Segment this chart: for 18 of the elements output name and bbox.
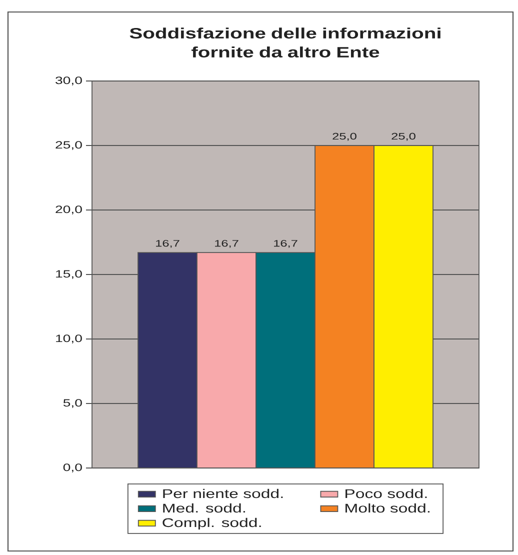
y-tick-label: 10,0 <box>56 334 82 344</box>
legend-label: Molto sodd. <box>346 503 430 513</box>
legend-label: Poco sodd. <box>346 488 427 498</box>
y-tick-label: 25,0 <box>56 141 82 150</box>
legend-label: Compl. sodd. <box>162 518 261 530</box>
y-tick-label: 0,0 <box>63 464 82 472</box>
legend-label: Per niente sodd. <box>163 488 283 498</box>
legend-label: Med. sodd. <box>163 503 246 513</box>
chart-title: Soddisfazione delle informazioni fornite da altro Ente <box>130 28 440 58</box>
data-label: 25,0 <box>332 132 356 141</box>
y-tick-label: 30,0 <box>56 76 82 86</box>
y-tick-label: 15,0 <box>56 270 82 279</box>
data-label: 16,7 <box>215 240 238 248</box>
data-label: 16,7 <box>274 240 298 248</box>
y-tick-label: 20,0 <box>56 206 82 214</box>
data-label: 16,7 <box>156 240 180 248</box>
data-label: 25,0 <box>392 132 416 141</box>
y-tick-label: 5,0 <box>63 399 82 408</box>
